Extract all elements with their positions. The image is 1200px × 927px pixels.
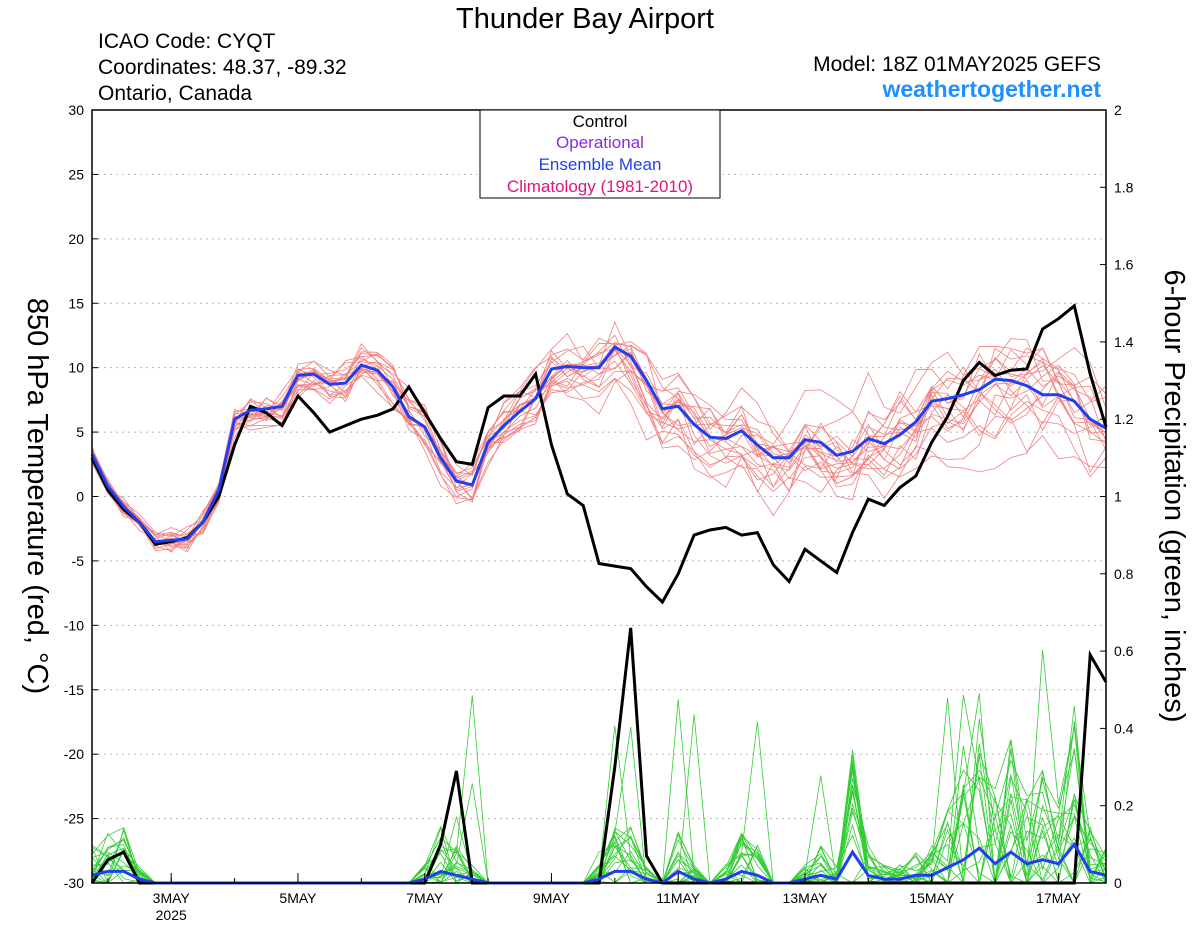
precipitation-member-line xyxy=(91,743,1107,884)
y2-tick-label: 2 xyxy=(1114,102,1122,118)
x-tick-label: 13MAY xyxy=(783,890,829,906)
y-axis-left: 30 25 20 15 10 5 0 -5 -10 -15 -20 -25 -30 xyxy=(64,102,98,891)
legend-operational: Operational xyxy=(556,133,644,152)
precipitation-member-line xyxy=(91,693,1107,884)
temperature-member-line xyxy=(91,347,1107,551)
y2-tick-label: 1.4 xyxy=(1114,334,1134,350)
y2-tick-label: 1.2 xyxy=(1114,411,1134,427)
mean-temp-line xyxy=(90,345,1107,544)
legend-ensemble-mean: Ensemble Mean xyxy=(539,155,662,174)
chart-title: Thunder Bay Airport xyxy=(456,3,714,35)
y-tick-label: 5 xyxy=(76,424,84,440)
y2-tick-label: 0.4 xyxy=(1114,720,1134,736)
temperature-member-line xyxy=(91,337,1107,546)
y-tick-label: -15 xyxy=(64,682,84,698)
precipitation-member-line xyxy=(91,745,1107,884)
y-tick-label: 30 xyxy=(68,102,84,118)
y-axis-right: 2 1.8 1.6 1.4 1.2 1 0.8 0.6 0.4 0.2 0 xyxy=(1100,102,1134,891)
temperature-member-line xyxy=(91,332,1107,544)
temperature-member-line xyxy=(91,342,1107,547)
y-tick-label: 15 xyxy=(68,295,84,311)
temperature-member-line xyxy=(91,358,1107,540)
y2-tick-label: 1.6 xyxy=(1114,257,1134,273)
temperature-member-line xyxy=(91,347,1107,549)
x-tick-label: 7MAY xyxy=(406,890,444,906)
precipitation-member-line xyxy=(91,694,1107,885)
temperature-member-line xyxy=(91,344,1107,544)
y-tick-label: -20 xyxy=(64,746,84,762)
y-tick-label: -25 xyxy=(64,811,84,827)
model-label: Model: 18Z 01MAY2025 GEFS xyxy=(813,53,1101,76)
x-tick-label: 11MAY xyxy=(656,890,700,906)
x-tick-label: 5MAY xyxy=(279,890,317,906)
y2-tick-label: 0.6 xyxy=(1114,643,1134,659)
temperature-member-line xyxy=(91,347,1107,552)
y-tick-label: 10 xyxy=(68,360,84,376)
temperature-member-line xyxy=(91,352,1107,543)
y2-tick-label: 0.2 xyxy=(1114,798,1134,814)
legend-box xyxy=(479,109,721,199)
site-url[interactable]: weathertogether.net xyxy=(881,76,1101,102)
coordinates: Coordinates: 48.37, -89.32 xyxy=(98,56,347,79)
y2-tick-label: 1.8 xyxy=(1114,179,1134,195)
y-tick-label: 0 xyxy=(76,489,84,505)
y-tick-label: -5 xyxy=(72,553,85,569)
temperature-members xyxy=(91,321,1107,553)
precipitation-members xyxy=(91,649,1107,885)
y2-tick-label: 0.8 xyxy=(1114,566,1134,582)
y-tick-label: -30 xyxy=(64,875,84,891)
x-tick-label: 17MAY xyxy=(1036,890,1082,906)
legend-climatology: Climatology (1981-2010) xyxy=(507,177,693,196)
region: Ontario, Canada xyxy=(98,82,252,105)
x-tick-year: 2025 xyxy=(156,907,187,923)
y2-axis-label: 6-hour Precipitation (green, inches) xyxy=(1158,270,1190,723)
icao-code: ICAO Code: CYQT xyxy=(98,30,276,53)
temperature-member-line xyxy=(91,321,1107,538)
y2-tick-label: 0 xyxy=(1114,875,1122,891)
y-tick-label: -10 xyxy=(64,617,84,633)
legend-control: Control xyxy=(573,112,628,131)
x-tick-label: 15MAY xyxy=(909,890,955,906)
y-axis-label: 850 hPa Temperature (red, °C) xyxy=(21,298,53,694)
grid-lines xyxy=(92,173,1106,820)
x-tick-label: 9MAY xyxy=(533,890,571,906)
control-temp-line xyxy=(90,303,1108,605)
y2-tick-label: 1 xyxy=(1114,489,1122,505)
temperature-member-line xyxy=(91,348,1107,543)
legend: Control Operational Ensemble Mean Climat… xyxy=(479,109,721,199)
y-tick-label: 25 xyxy=(68,166,84,182)
precipitation-member-line xyxy=(91,697,1107,884)
y-tick-label: 20 xyxy=(68,231,84,247)
x-tick-label: 3MAY xyxy=(153,890,191,906)
